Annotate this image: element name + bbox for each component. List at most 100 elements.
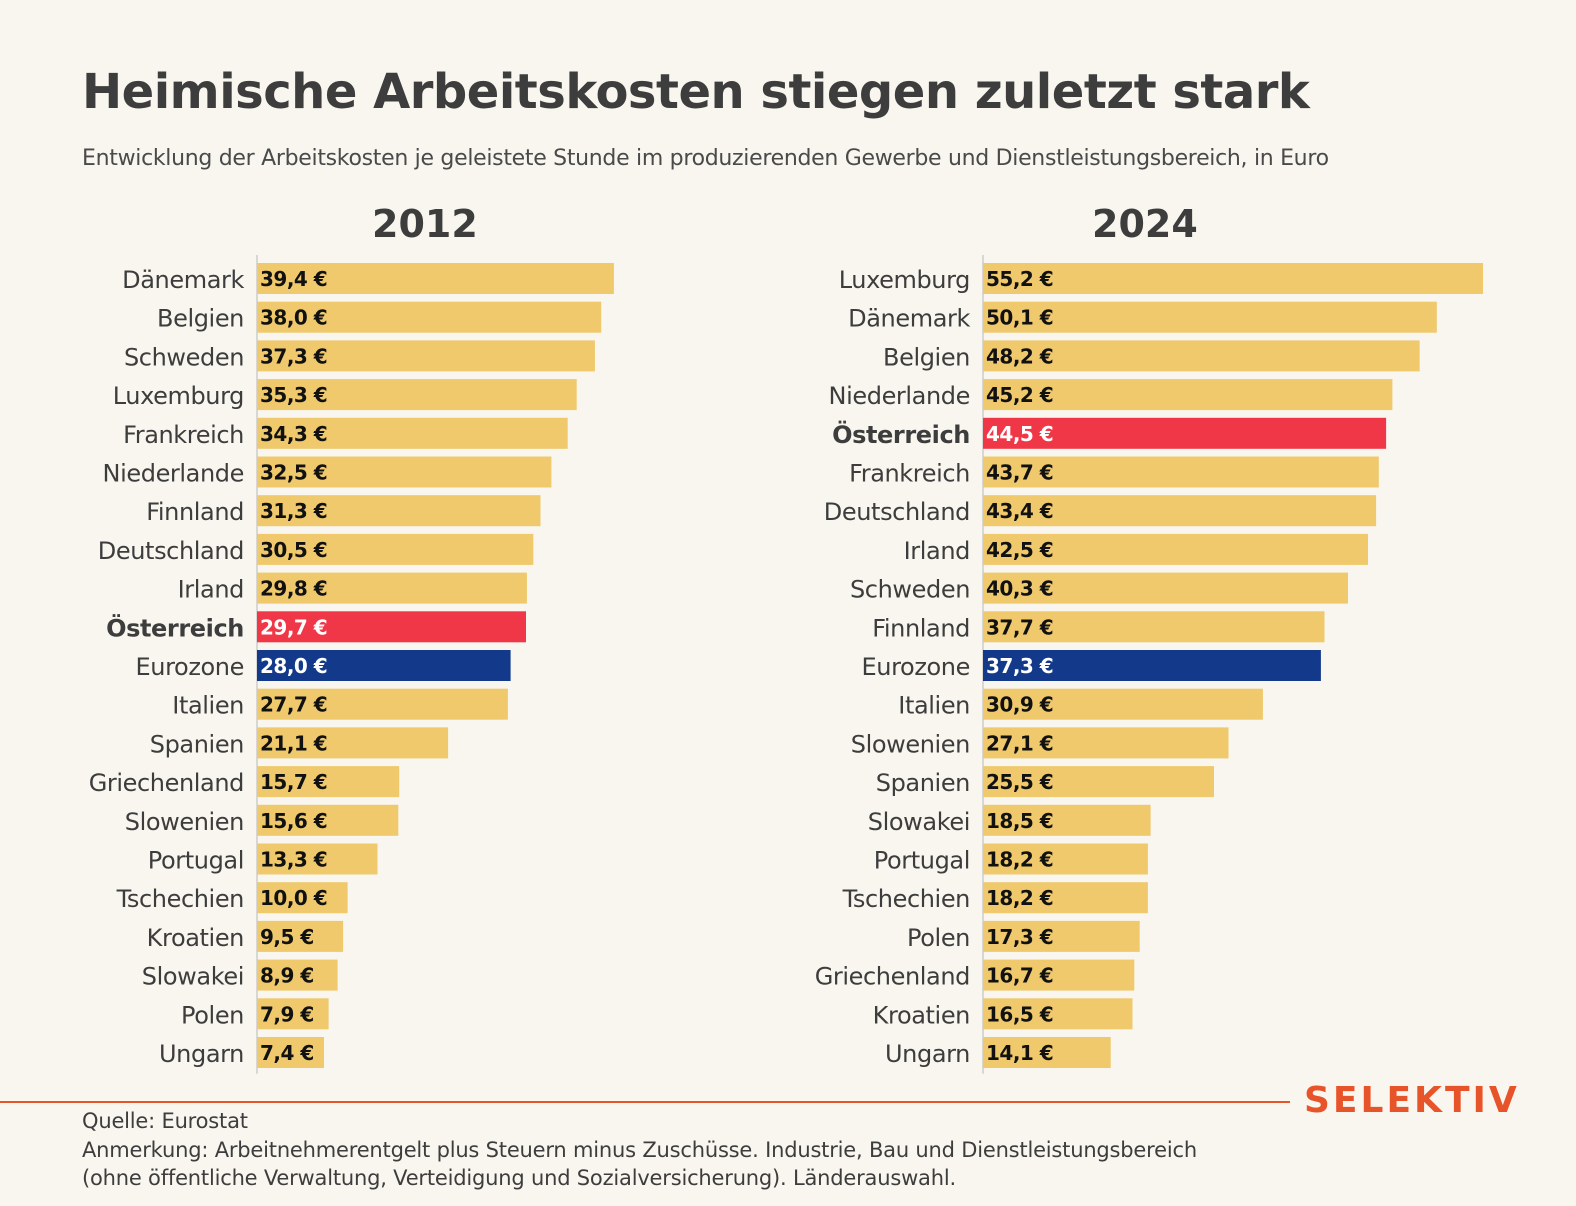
- data-label-2012-1: 38,0 €: [260, 306, 327, 330]
- data-label-2024-12: 27,1 €: [986, 731, 1053, 755]
- bar-2012-3: [257, 379, 577, 411]
- data-label-2024-17: 17,3 €: [986, 925, 1053, 949]
- bar-2024-0: [983, 263, 1483, 294]
- data-label-2012-4: 34,3 €: [260, 422, 327, 446]
- bar-2012-17: [257, 920, 344, 952]
- bar-2024-10: [983, 650, 1321, 681]
- data-label-2012-8: 29,8 €: [260, 577, 327, 601]
- bar-2012-13: [257, 766, 400, 798]
- data-label-2024-7: 42,5 €: [986, 538, 1053, 562]
- category-label-2012-7: Deutschland: [98, 537, 244, 565]
- bar-2024-8: [983, 572, 1348, 604]
- category-label-2012-3: Luxemburg: [113, 382, 244, 410]
- bar-2024-2: [983, 340, 1420, 372]
- category-label-2012-9: Österreich: [106, 612, 244, 642]
- bar-charts: 39,4 € Dänemark 38,0 € Belgien 37,3 € Schwede…: [89, 255, 1483, 1074]
- category-label-2012-1: Belgien: [157, 305, 244, 333]
- category-label-2012-13: Griechenland: [89, 769, 244, 797]
- data-label-2024-0: 55,2 €: [986, 267, 1053, 291]
- data-label-2024-4: 44,5 €: [986, 422, 1053, 446]
- data-label-2024-5: 43,7 €: [986, 461, 1053, 485]
- bar-2012-2: [257, 340, 595, 372]
- data-label-2024-1: 50,1 €: [986, 306, 1053, 330]
- category-label-2024-13: Spanien: [876, 769, 970, 797]
- data-label-2012-3: 35,3 €: [260, 383, 327, 407]
- data-label-2012-20: 7,4 €: [260, 1041, 314, 1065]
- bar-2012-15: [257, 843, 378, 875]
- year-heading-2024: 2024: [1092, 202, 1198, 246]
- data-label-2024-18: 16,7 €: [986, 964, 1053, 988]
- category-label-2012-10: Eurozone: [136, 653, 244, 681]
- bar-2024-5: [983, 456, 1379, 488]
- bar-2012-18: [257, 959, 338, 991]
- bar-2012-11: [257, 688, 508, 720]
- data-label-2024-15: 18,2 €: [986, 848, 1053, 872]
- category-label-2024-5: Frankreich: [849, 460, 970, 488]
- bar-2012-8: [257, 572, 527, 604]
- category-label-2012-8: Irland: [178, 576, 244, 604]
- bar-2024-13: [983, 766, 1214, 798]
- chart-subtitle: Entwicklung der Arbeitskosten je geleist…: [82, 146, 1329, 171]
- category-label-2024-8: Schweden: [850, 576, 970, 604]
- bar-2012-1: [257, 301, 602, 333]
- data-label-2012-18: 8,9 €: [260, 964, 314, 988]
- bar-2024-15: [983, 843, 1148, 875]
- data-label-2012-11: 27,7 €: [260, 693, 327, 717]
- brand-logo: SELEKTIV: [1304, 1080, 1520, 1121]
- data-label-2024-9: 37,7 €: [986, 615, 1053, 639]
- category-label-2012-16: Tschechien: [116, 885, 244, 913]
- data-label-2024-3: 45,2 €: [986, 383, 1053, 407]
- data-label-2024-13: 25,5 €: [986, 770, 1053, 794]
- footer-divider: [0, 1101, 1290, 1103]
- category-label-2012-6: Finnland: [146, 498, 244, 526]
- category-label-2024-1: Dänemark: [848, 305, 970, 333]
- category-label-2024-12: Slowenien: [851, 730, 970, 758]
- category-label-2012-0: Dänemark: [122, 266, 244, 294]
- category-label-2012-12: Spanien: [150, 730, 244, 758]
- data-label-2012-16: 10,0 €: [260, 886, 327, 910]
- bar-2012-10: [257, 650, 511, 681]
- data-label-2012-9: 29,7 €: [260, 615, 327, 639]
- category-label-2024-10: Eurozone: [862, 653, 970, 681]
- category-label-2012-19: Polen: [181, 1001, 244, 1029]
- category-label-2024-4: Österreich: [832, 419, 970, 449]
- annotation-line-1: Anmerkung: Arbeitnehmerentgelt plus Steu…: [82, 1138, 1197, 1162]
- annotation-line-2: (ohne öffentliche Verwaltung, Verteidigu…: [82, 1166, 956, 1190]
- category-label-2024-15: Portugal: [874, 847, 970, 875]
- data-label-2012-17: 9,5 €: [260, 925, 314, 949]
- category-label-2012-2: Schweden: [124, 343, 244, 371]
- bar-2024-20: [983, 1037, 1111, 1068]
- category-label-2024-14: Slowakei: [868, 808, 970, 836]
- bar-2024-17: [983, 920, 1140, 952]
- category-label-2024-3: Niederlande: [829, 382, 970, 410]
- bar-2012-0: [257, 263, 614, 294]
- data-label-2024-2: 48,2 €: [986, 344, 1053, 368]
- category-label-2024-18: Griechenland: [815, 963, 970, 991]
- bar-2012-9: [257, 611, 526, 643]
- data-label-2012-15: 13,3 €: [260, 848, 327, 872]
- data-label-2012-13: 15,7 €: [260, 770, 327, 794]
- bar-2024-11: [983, 688, 1263, 720]
- data-label-2012-12: 21,1 €: [260, 731, 327, 755]
- bar-2012-12: [257, 727, 449, 759]
- bar-2024-19: [983, 998, 1133, 1030]
- data-label-2024-11: 30,9 €: [986, 693, 1053, 717]
- data-label-2024-8: 40,3 €: [986, 577, 1053, 601]
- category-label-2024-9: Finnland: [872, 614, 970, 642]
- data-label-2024-20: 14,1 €: [986, 1041, 1053, 1065]
- category-label-2024-11: Italien: [898, 692, 970, 720]
- data-label-2012-0: 39,4 €: [260, 267, 327, 291]
- bar-2024-4: [983, 417, 1387, 449]
- category-label-2024-7: Irland: [904, 537, 970, 565]
- category-label-2012-5: Niederlande: [103, 460, 244, 488]
- data-label-2024-6: 43,4 €: [986, 499, 1053, 523]
- category-label-2012-14: Slowenien: [125, 808, 244, 836]
- data-label-2024-16: 18,2 €: [986, 886, 1053, 910]
- category-label-2024-17: Polen: [907, 924, 970, 952]
- chart-title: Heimische Arbeitskosten stiegen zuletzt …: [82, 64, 1310, 120]
- bar-2024-6: [983, 495, 1377, 527]
- data-label-2024-10: 37,3 €: [986, 654, 1053, 678]
- bar-2024-16: [983, 882, 1148, 914]
- data-label-2012-7: 30,5 €: [260, 538, 327, 562]
- bar-2024-1: [983, 301, 1437, 333]
